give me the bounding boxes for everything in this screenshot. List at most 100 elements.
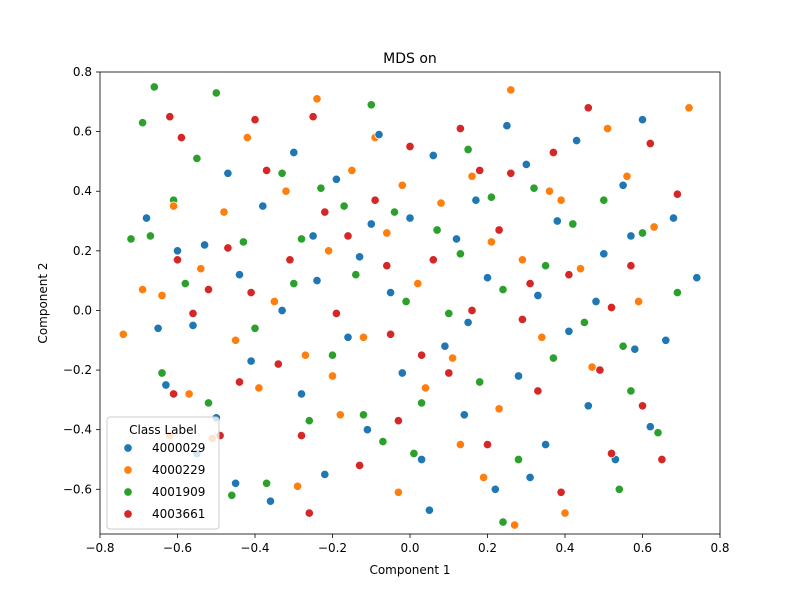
point-4000029 bbox=[231, 478, 241, 488]
axes-layer: −0.8 −0.6 −0.4 −0.2 0.0 0.2 0.4 0.6 0.8 −0.6 −0.4 −… bbox=[63, 65, 730, 555]
point-4001909 bbox=[366, 100, 376, 110]
point-4000229 bbox=[324, 246, 334, 256]
point-4001909 bbox=[486, 192, 496, 202]
point-4003661 bbox=[525, 279, 535, 289]
x-tick-label: 0.2 bbox=[478, 541, 497, 555]
point-4003661 bbox=[262, 165, 272, 175]
point-4000229 bbox=[327, 371, 338, 381]
y-axis-title: Component 2 bbox=[36, 262, 50, 343]
point-4000229 bbox=[281, 186, 291, 196]
point-4000029 bbox=[637, 115, 648, 125]
point-4003661 bbox=[657, 454, 667, 465]
point-4000029 bbox=[502, 121, 512, 131]
point-4001909 bbox=[568, 219, 578, 229]
point-4001909 bbox=[401, 296, 411, 307]
point-4000229 bbox=[420, 383, 431, 393]
point-4000029 bbox=[405, 213, 415, 223]
point-4000029 bbox=[362, 425, 372, 435]
point-4000229 bbox=[575, 264, 586, 274]
point-4003661 bbox=[273, 359, 283, 369]
legend: Class Label 4000029 4000229 4001909 4003661 bbox=[106, 416, 220, 530]
point-4003661 bbox=[304, 508, 314, 518]
point-4003661 bbox=[320, 207, 330, 217]
point-4001909 bbox=[498, 285, 508, 295]
point-4001909 bbox=[157, 368, 167, 378]
point-4000229 bbox=[560, 508, 570, 518]
point-4001909 bbox=[304, 416, 314, 426]
point-4003661 bbox=[331, 308, 341, 318]
point-4000029 bbox=[277, 305, 287, 316]
point-4001909 bbox=[626, 386, 636, 396]
point-4000029 bbox=[200, 240, 210, 250]
point-4001909 bbox=[145, 231, 155, 241]
point-4000029 bbox=[645, 422, 655, 432]
point-4003661 bbox=[506, 168, 516, 178]
legend-box bbox=[106, 416, 220, 530]
point-4000229 bbox=[242, 133, 252, 143]
point-4000029 bbox=[459, 410, 469, 420]
point-4000029 bbox=[451, 234, 462, 244]
x-tick-label: −0.4 bbox=[240, 541, 269, 555]
point-4000029 bbox=[533, 290, 543, 301]
point-4001909 bbox=[541, 261, 551, 271]
point-4003661 bbox=[246, 288, 256, 298]
point-4000229 bbox=[231, 335, 241, 345]
point-4001909 bbox=[498, 517, 508, 527]
point-4000029 bbox=[591, 296, 601, 307]
point-4000229 bbox=[184, 389, 194, 399]
point-4003661 bbox=[564, 270, 574, 280]
point-4001909 bbox=[296, 234, 307, 244]
point-4000229 bbox=[397, 180, 407, 190]
point-4000229 bbox=[219, 207, 229, 217]
point-4000229 bbox=[335, 410, 345, 420]
point-4000229 bbox=[494, 404, 504, 414]
point-4000029 bbox=[374, 130, 384, 140]
point-4003661 bbox=[494, 225, 504, 235]
point-4001909 bbox=[455, 249, 465, 259]
point-4003661 bbox=[595, 365, 605, 375]
x-tick-label: 0.4 bbox=[555, 541, 574, 555]
point-4000029 bbox=[289, 147, 299, 158]
point-4003661 bbox=[308, 112, 318, 122]
point-4000029 bbox=[153, 323, 163, 333]
point-4000229 bbox=[169, 201, 179, 211]
point-4003661 bbox=[370, 195, 380, 205]
point-4001909 bbox=[409, 448, 419, 459]
point-4001909 bbox=[444, 308, 454, 318]
point-4000029 bbox=[572, 136, 582, 146]
point-4000029 bbox=[141, 213, 152, 223]
legend-label-4000229: 4000229 bbox=[152, 463, 205, 477]
point-4003661 bbox=[467, 305, 477, 316]
point-4003661 bbox=[386, 329, 396, 339]
point-4003661 bbox=[533, 386, 543, 396]
point-4000029 bbox=[490, 484, 500, 494]
point-4003661 bbox=[583, 103, 593, 113]
point-4003661 bbox=[355, 460, 365, 470]
point-4000229 bbox=[347, 165, 357, 175]
x-tick-label: 0.0 bbox=[400, 541, 419, 555]
point-4000029 bbox=[552, 216, 562, 226]
point-4000229 bbox=[634, 296, 644, 307]
point-4000229 bbox=[269, 296, 279, 307]
point-4001909 bbox=[250, 323, 260, 333]
point-4000029 bbox=[312, 276, 322, 286]
point-4001909 bbox=[339, 201, 349, 211]
legend-marker-4000029 bbox=[123, 443, 133, 453]
point-4000029 bbox=[172, 246, 183, 256]
point-4000029 bbox=[583, 401, 593, 411]
point-4000229 bbox=[556, 195, 566, 205]
point-4000029 bbox=[482, 273, 493, 283]
point-4003661 bbox=[475, 165, 485, 175]
point-4000029 bbox=[661, 335, 671, 345]
point-4000229 bbox=[622, 171, 632, 181]
point-4001909 bbox=[513, 454, 524, 465]
y-tick-label: 0.6 bbox=[73, 125, 92, 139]
point-4000029 bbox=[440, 341, 450, 351]
legend-items: 4000029 4000229 4001909 4003661 bbox=[123, 441, 205, 521]
point-4000029 bbox=[386, 288, 396, 298]
legend-marker-4003661 bbox=[123, 509, 133, 519]
point-4001909 bbox=[672, 288, 682, 298]
point-4000029 bbox=[564, 326, 574, 336]
